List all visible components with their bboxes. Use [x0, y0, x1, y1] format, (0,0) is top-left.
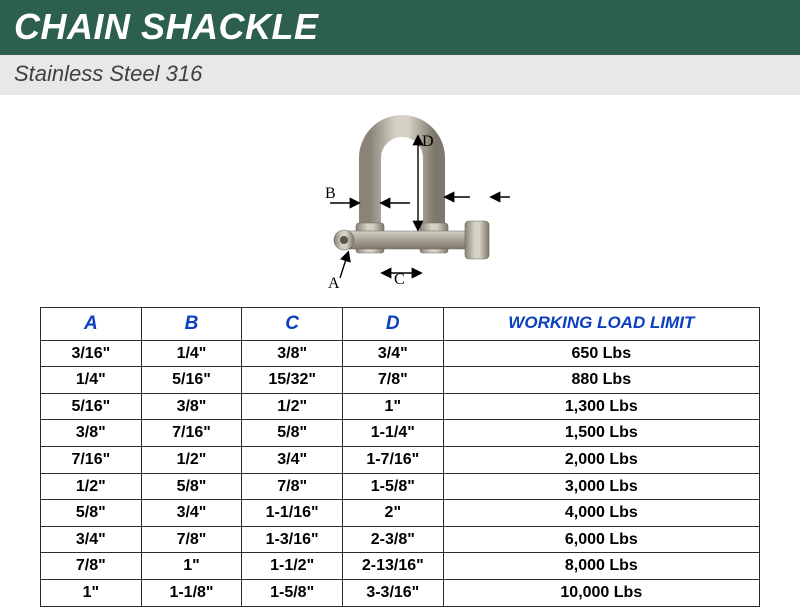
table-cell: 1/2" — [41, 473, 142, 500]
table-cell: 3,000 Lbs — [443, 473, 759, 500]
table-cell: 7/8" — [41, 553, 142, 580]
table-cell: 3/4" — [141, 500, 242, 527]
table-cell: 3/8" — [242, 340, 343, 367]
table-row: 5/16"3/8"1/2"1"1,300 Lbs — [41, 393, 760, 420]
table-cell: 1/4" — [41, 367, 142, 394]
table-cell: 3/4" — [41, 526, 142, 553]
table-cell: 2-3/8" — [342, 526, 443, 553]
table-cell: 7/8" — [342, 367, 443, 394]
table-cell: 2" — [342, 500, 443, 527]
table-cell: 880 Lbs — [443, 367, 759, 394]
table-row: 7/8"1"1-1/2"2-13/16"8,000 Lbs — [41, 553, 760, 580]
dim-label-a: A — [328, 275, 340, 293]
table-cell: 5/16" — [141, 367, 242, 394]
table-row: 7/16"1/2"3/4"1-7/16"2,000 Lbs — [41, 447, 760, 474]
table-cell: 7/8" — [242, 473, 343, 500]
dim-label-c: C — [394, 271, 405, 289]
shackle-diagram: D B C A — [270, 103, 530, 303]
table-cell: 650 Lbs — [443, 340, 759, 367]
subtitle: Stainless Steel 316 — [14, 61, 786, 87]
table-cell: 5/8" — [41, 500, 142, 527]
table-cell: 10,000 Lbs — [443, 579, 759, 606]
table-cell: 5/8" — [242, 420, 343, 447]
table-cell: 2-13/16" — [342, 553, 443, 580]
col-header-b: B — [141, 308, 242, 341]
table-cell: 1-1/4" — [342, 420, 443, 447]
table-row: 3/8"7/16"5/8"1-1/4"1,500 Lbs — [41, 420, 760, 447]
table-cell: 1/4" — [141, 340, 242, 367]
table-cell: 1" — [141, 553, 242, 580]
table-cell: 15/32" — [242, 367, 343, 394]
table-cell: 7/16" — [41, 447, 142, 474]
table-cell: 1-1/16" — [242, 500, 343, 527]
header-band: CHAIN SHACKLE — [0, 0, 800, 52]
spec-table: A B C D WORKING LOAD LIMIT 3/16"1/4"3/8"… — [40, 307, 760, 607]
table-cell: 1,300 Lbs — [443, 393, 759, 420]
table-cell: 1-7/16" — [342, 447, 443, 474]
table-cell: 7/8" — [141, 526, 242, 553]
col-header-c: C — [242, 308, 343, 341]
table-cell: 7/16" — [141, 420, 242, 447]
col-header-d: D — [342, 308, 443, 341]
dim-label-d: D — [422, 133, 434, 151]
table-cell: 3-3/16" — [342, 579, 443, 606]
table-cell: 2,000 Lbs — [443, 447, 759, 474]
table-cell: 5/8" — [141, 473, 242, 500]
table-row: 1/2"5/8"7/8"1-5/8"3,000 Lbs — [41, 473, 760, 500]
table-cell: 1-5/8" — [342, 473, 443, 500]
table-cell: 3/4" — [342, 340, 443, 367]
table-cell: 1-1/8" — [141, 579, 242, 606]
table-cell: 1" — [41, 579, 142, 606]
table-cell: 1-1/2" — [242, 553, 343, 580]
table-row: 1/4"5/16"15/32"7/8"880 Lbs — [41, 367, 760, 394]
table-cell: 3/16" — [41, 340, 142, 367]
col-header-a: A — [41, 308, 142, 341]
table-cell: 1/2" — [242, 393, 343, 420]
table-body: 3/16"1/4"3/8"3/4"650 Lbs1/4"5/16"15/32"7… — [41, 340, 760, 606]
diagram-container: D B C A — [0, 95, 800, 307]
table-container: A B C D WORKING LOAD LIMIT 3/16"1/4"3/8"… — [0, 307, 800, 607]
table-cell: 3/8" — [141, 393, 242, 420]
table-cell: 4,000 Lbs — [443, 500, 759, 527]
table-cell: 1/2" — [141, 447, 242, 474]
table-row: 1"1-1/8"1-5/8"3-3/16"10,000 Lbs — [41, 579, 760, 606]
table-row: 5/8"3/4"1-1/16"2"4,000 Lbs — [41, 500, 760, 527]
table-header-row: A B C D WORKING LOAD LIMIT — [41, 308, 760, 341]
table-cell: 1-3/16" — [242, 526, 343, 553]
table-cell: 1" — [342, 393, 443, 420]
table-cell: 1-5/8" — [242, 579, 343, 606]
col-header-wll: WORKING LOAD LIMIT — [443, 308, 759, 341]
table-cell: 3/8" — [41, 420, 142, 447]
page-title: CHAIN SHACKLE — [14, 6, 786, 48]
table-cell: 5/16" — [41, 393, 142, 420]
table-row: 3/16"1/4"3/8"3/4"650 Lbs — [41, 340, 760, 367]
dim-label-b: B — [325, 185, 336, 203]
table-cell: 1,500 Lbs — [443, 420, 759, 447]
sub-band: Stainless Steel 316 — [0, 52, 800, 95]
table-row: 3/4"7/8"1-3/16"2-3/8"6,000 Lbs — [41, 526, 760, 553]
table-cell: 6,000 Lbs — [443, 526, 759, 553]
table-cell: 8,000 Lbs — [443, 553, 759, 580]
table-cell: 3/4" — [242, 447, 343, 474]
